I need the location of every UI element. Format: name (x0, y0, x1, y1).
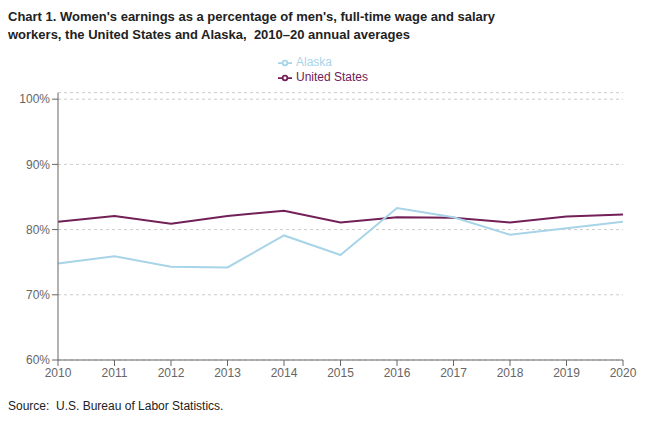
html-text:United States: United States (296, 69, 368, 84)
svg-text:2017: 2017 (440, 366, 467, 380)
html-text:Chart 1. Women's earnings as a: Chart 1. Women's earnings as a percentag… (8, 9, 496, 42)
svg-text:2010: 2010 (45, 366, 72, 380)
svg-text:2020: 2020 (610, 366, 637, 380)
svg-text:2011: 2011 (102, 366, 128, 380)
svg-text:2016: 2016 (384, 366, 411, 380)
svg-text:80%: 80% (26, 223, 50, 237)
html-text:Source: U.S. Bureau of Labor S: Source: U.S. Bureau of Labor Statistics. (8, 399, 224, 413)
svg-text:2018: 2018 (497, 366, 524, 380)
svg-text:90%: 90% (26, 158, 50, 172)
html-text:Alaska: Alaska (296, 55, 332, 69)
svg-text:2019: 2019 (553, 366, 580, 380)
svg-text:70%: 70% (26, 288, 50, 302)
svg-text:100%: 100% (19, 92, 50, 106)
svg-text:2014: 2014 (271, 366, 298, 380)
svg-text:2015: 2015 (327, 366, 354, 380)
svg-text:2013: 2013 (214, 366, 241, 380)
svg-text:60%: 60% (26, 353, 50, 367)
svg-text:2012: 2012 (158, 366, 185, 380)
